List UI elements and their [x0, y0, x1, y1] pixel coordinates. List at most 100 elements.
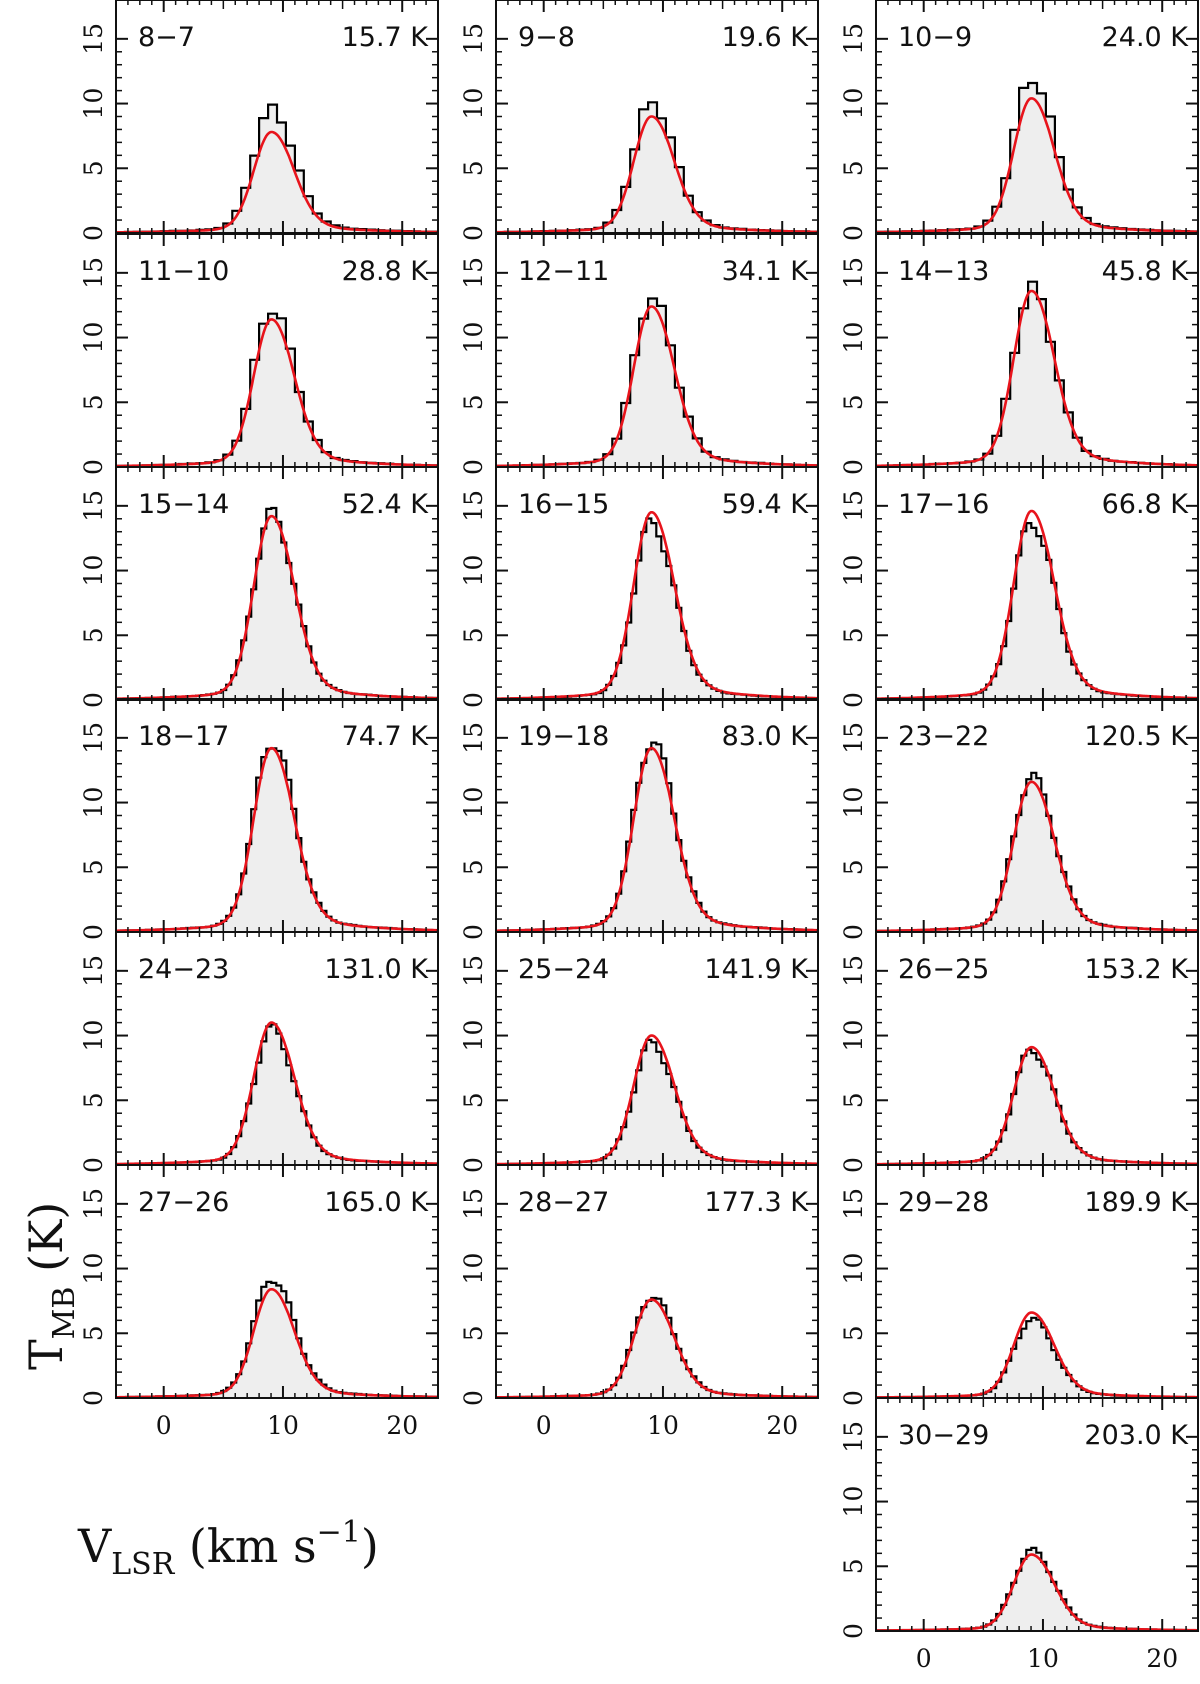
- x-tick-label: 0: [916, 1644, 932, 1673]
- transition-label: 12−11: [518, 256, 609, 287]
- y-tick-label: 5: [839, 394, 868, 410]
- transition-label: 30−29: [898, 1420, 989, 1451]
- y-tick-label: 15: [79, 955, 108, 987]
- x-tick-label: 20: [1146, 1644, 1178, 1673]
- temperature-label: 203.0 K: [1084, 1420, 1189, 1451]
- observed-fill: [116, 508, 438, 700]
- temperature-label: 83.0 K: [722, 721, 810, 752]
- spectrum-panel: 0 5 10 15 12−11 34.1 K: [459, 233, 819, 475]
- x-tick-label: 10: [267, 1411, 299, 1440]
- y-tick-label: 5: [839, 627, 868, 643]
- model-spectrum: [116, 1021, 437, 1165]
- temperature-label: 74.7 K: [342, 721, 430, 752]
- y-tick-label: 5: [79, 394, 108, 410]
- y-tick-label: 10: [459, 787, 488, 819]
- transition-label: 10−9: [898, 22, 972, 53]
- y-tick-label: 5: [79, 1325, 108, 1341]
- transition-label: 16−15: [518, 489, 609, 520]
- y-tick-label: 10: [79, 555, 108, 587]
- y-tick-label: 0: [79, 225, 108, 241]
- y-tick-label: 0: [79, 459, 108, 475]
- temperature-label: 19.6 K: [722, 22, 810, 53]
- y-tick-label: 0: [839, 459, 868, 475]
- y-tick-label: 10: [459, 322, 488, 354]
- y-tick-label: 10: [839, 555, 868, 587]
- model-spectrum: [116, 318, 437, 467]
- model-spectrum: [876, 1311, 1197, 1398]
- x-axis-label-unit-b: ): [361, 1519, 379, 1573]
- model-spectrum: [876, 97, 1197, 233]
- temperature-label: 59.4 K: [722, 489, 810, 520]
- observed-fill: [496, 742, 818, 932]
- y-axis-label-sub: MB: [47, 1287, 82, 1340]
- temperature-label: 120.5 K: [1084, 721, 1189, 752]
- observed-fill: [876, 772, 1198, 932]
- y-tick-label: 15: [839, 23, 868, 55]
- y-tick-label: 5: [79, 627, 108, 643]
- y-tick-label: 15: [839, 1421, 868, 1453]
- spectrum-panel: 0 5 10 15 18−17 74.7 K: [79, 698, 439, 940]
- model-spectrum: [496, 1034, 817, 1165]
- y-tick-label: 10: [839, 1020, 868, 1052]
- spectrum-panel: 0 5 10 15 0 10 20 30−29 203.0 K: [839, 1397, 1199, 1673]
- y-tick-label: 0: [459, 225, 488, 241]
- y-tick-label: 10: [839, 88, 868, 120]
- y-tick-label: 0: [459, 692, 488, 708]
- x-axis-label-sub: LSR: [111, 1547, 175, 1582]
- observed-fill: [496, 298, 818, 467]
- spectrum-panel: 0 5 10 15 24−23 131.0 K: [79, 931, 439, 1173]
- y-tick-label: 0: [459, 1390, 488, 1406]
- temperature-label: 177.3 K: [704, 1187, 809, 1218]
- spectrum-panel: 0 5 10 15 26−25 153.2 K: [839, 931, 1199, 1173]
- spectrum-panel: 0 5 10 15 10−9 24.0 K: [839, 0, 1199, 241]
- y-tick-label: 5: [839, 160, 868, 176]
- y-axis-label-unit: (K): [19, 1202, 73, 1287]
- spectrum-panel: 0 5 10 15 16−15 59.4 K: [459, 466, 819, 708]
- transition-label: 8−7: [138, 22, 195, 53]
- y-tick-label: 0: [839, 1623, 868, 1639]
- model-spectrum: [876, 780, 1197, 932]
- observed-fill: [116, 1024, 438, 1165]
- model-spectrum: [876, 1045, 1197, 1165]
- y-tick-label: 5: [459, 1325, 488, 1341]
- model-spectrum: [876, 509, 1197, 700]
- y-tick-label: 0: [79, 692, 108, 708]
- temperature-label: 34.1 K: [722, 256, 810, 287]
- y-tick-label: 0: [459, 924, 488, 940]
- model-spectrum: [116, 1288, 437, 1398]
- model-spectrum: [496, 746, 817, 932]
- observed-fill: [496, 1298, 818, 1398]
- transition-label: 19−18: [518, 721, 609, 752]
- y-tick-label: 10: [839, 1486, 868, 1518]
- temperature-label: 189.9 K: [1084, 1187, 1189, 1218]
- temperature-label: 131.0 K: [324, 954, 429, 985]
- y-tick-label: 15: [839, 257, 868, 289]
- y-tick-label: 0: [79, 1157, 108, 1173]
- x-axis-label: VLSR (km s−1): [77, 1515, 379, 1582]
- x-tick-label: 0: [536, 1411, 552, 1440]
- model-spectrum: [496, 1298, 817, 1398]
- y-tick-label: 10: [839, 787, 868, 819]
- model-spectrum: [496, 115, 817, 233]
- y-tick-label: 5: [459, 394, 488, 410]
- y-tick-label: 0: [79, 1390, 108, 1406]
- y-tick-label: 5: [459, 160, 488, 176]
- temperature-label: 52.4 K: [342, 489, 430, 520]
- x-tick-label: 20: [766, 1411, 798, 1440]
- transition-label: 29−28: [898, 1187, 989, 1218]
- x-tick-label: 20: [386, 1411, 418, 1440]
- y-tick-label: 10: [79, 1020, 108, 1052]
- spectrum-panel: 0 5 10 15 29−28 189.9 K: [839, 1164, 1199, 1406]
- y-tick-label: 15: [839, 955, 868, 987]
- observed-fill: [116, 1281, 438, 1398]
- spectrum-panel: 0 5 10 15 17−16 66.8 K: [839, 466, 1199, 708]
- y-tick-label: 0: [79, 924, 108, 940]
- x-axis-label-unit-a: (km s: [174, 1519, 316, 1573]
- model-spectrum: [116, 130, 437, 233]
- spectrum-panel: 0 5 10 15 25−24 141.9 K: [459, 931, 819, 1173]
- model-spectrum: [876, 289, 1197, 467]
- spectrum-panel: 0 5 10 15 9−8 19.6 K: [459, 0, 819, 241]
- observed-fill: [116, 748, 438, 932]
- y-tick-label: 15: [839, 1188, 868, 1220]
